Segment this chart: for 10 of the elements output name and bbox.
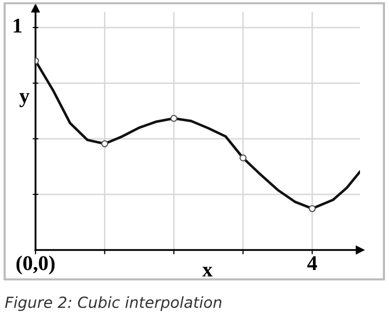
point: [170, 114, 178, 122]
caption: Figure 2: Cubic interpolation: [5, 296, 222, 312]
x-tick-label: (0,0): [16, 256, 55, 274]
y-axis-title: y: [19, 93, 30, 108]
x-tick-label: 4: [307, 256, 318, 270]
point: [308, 205, 316, 212]
x-axis-title: x: [202, 266, 213, 276]
point: [240, 154, 247, 162]
point: [101, 140, 108, 148]
text: 1: [14, 18, 22, 33]
